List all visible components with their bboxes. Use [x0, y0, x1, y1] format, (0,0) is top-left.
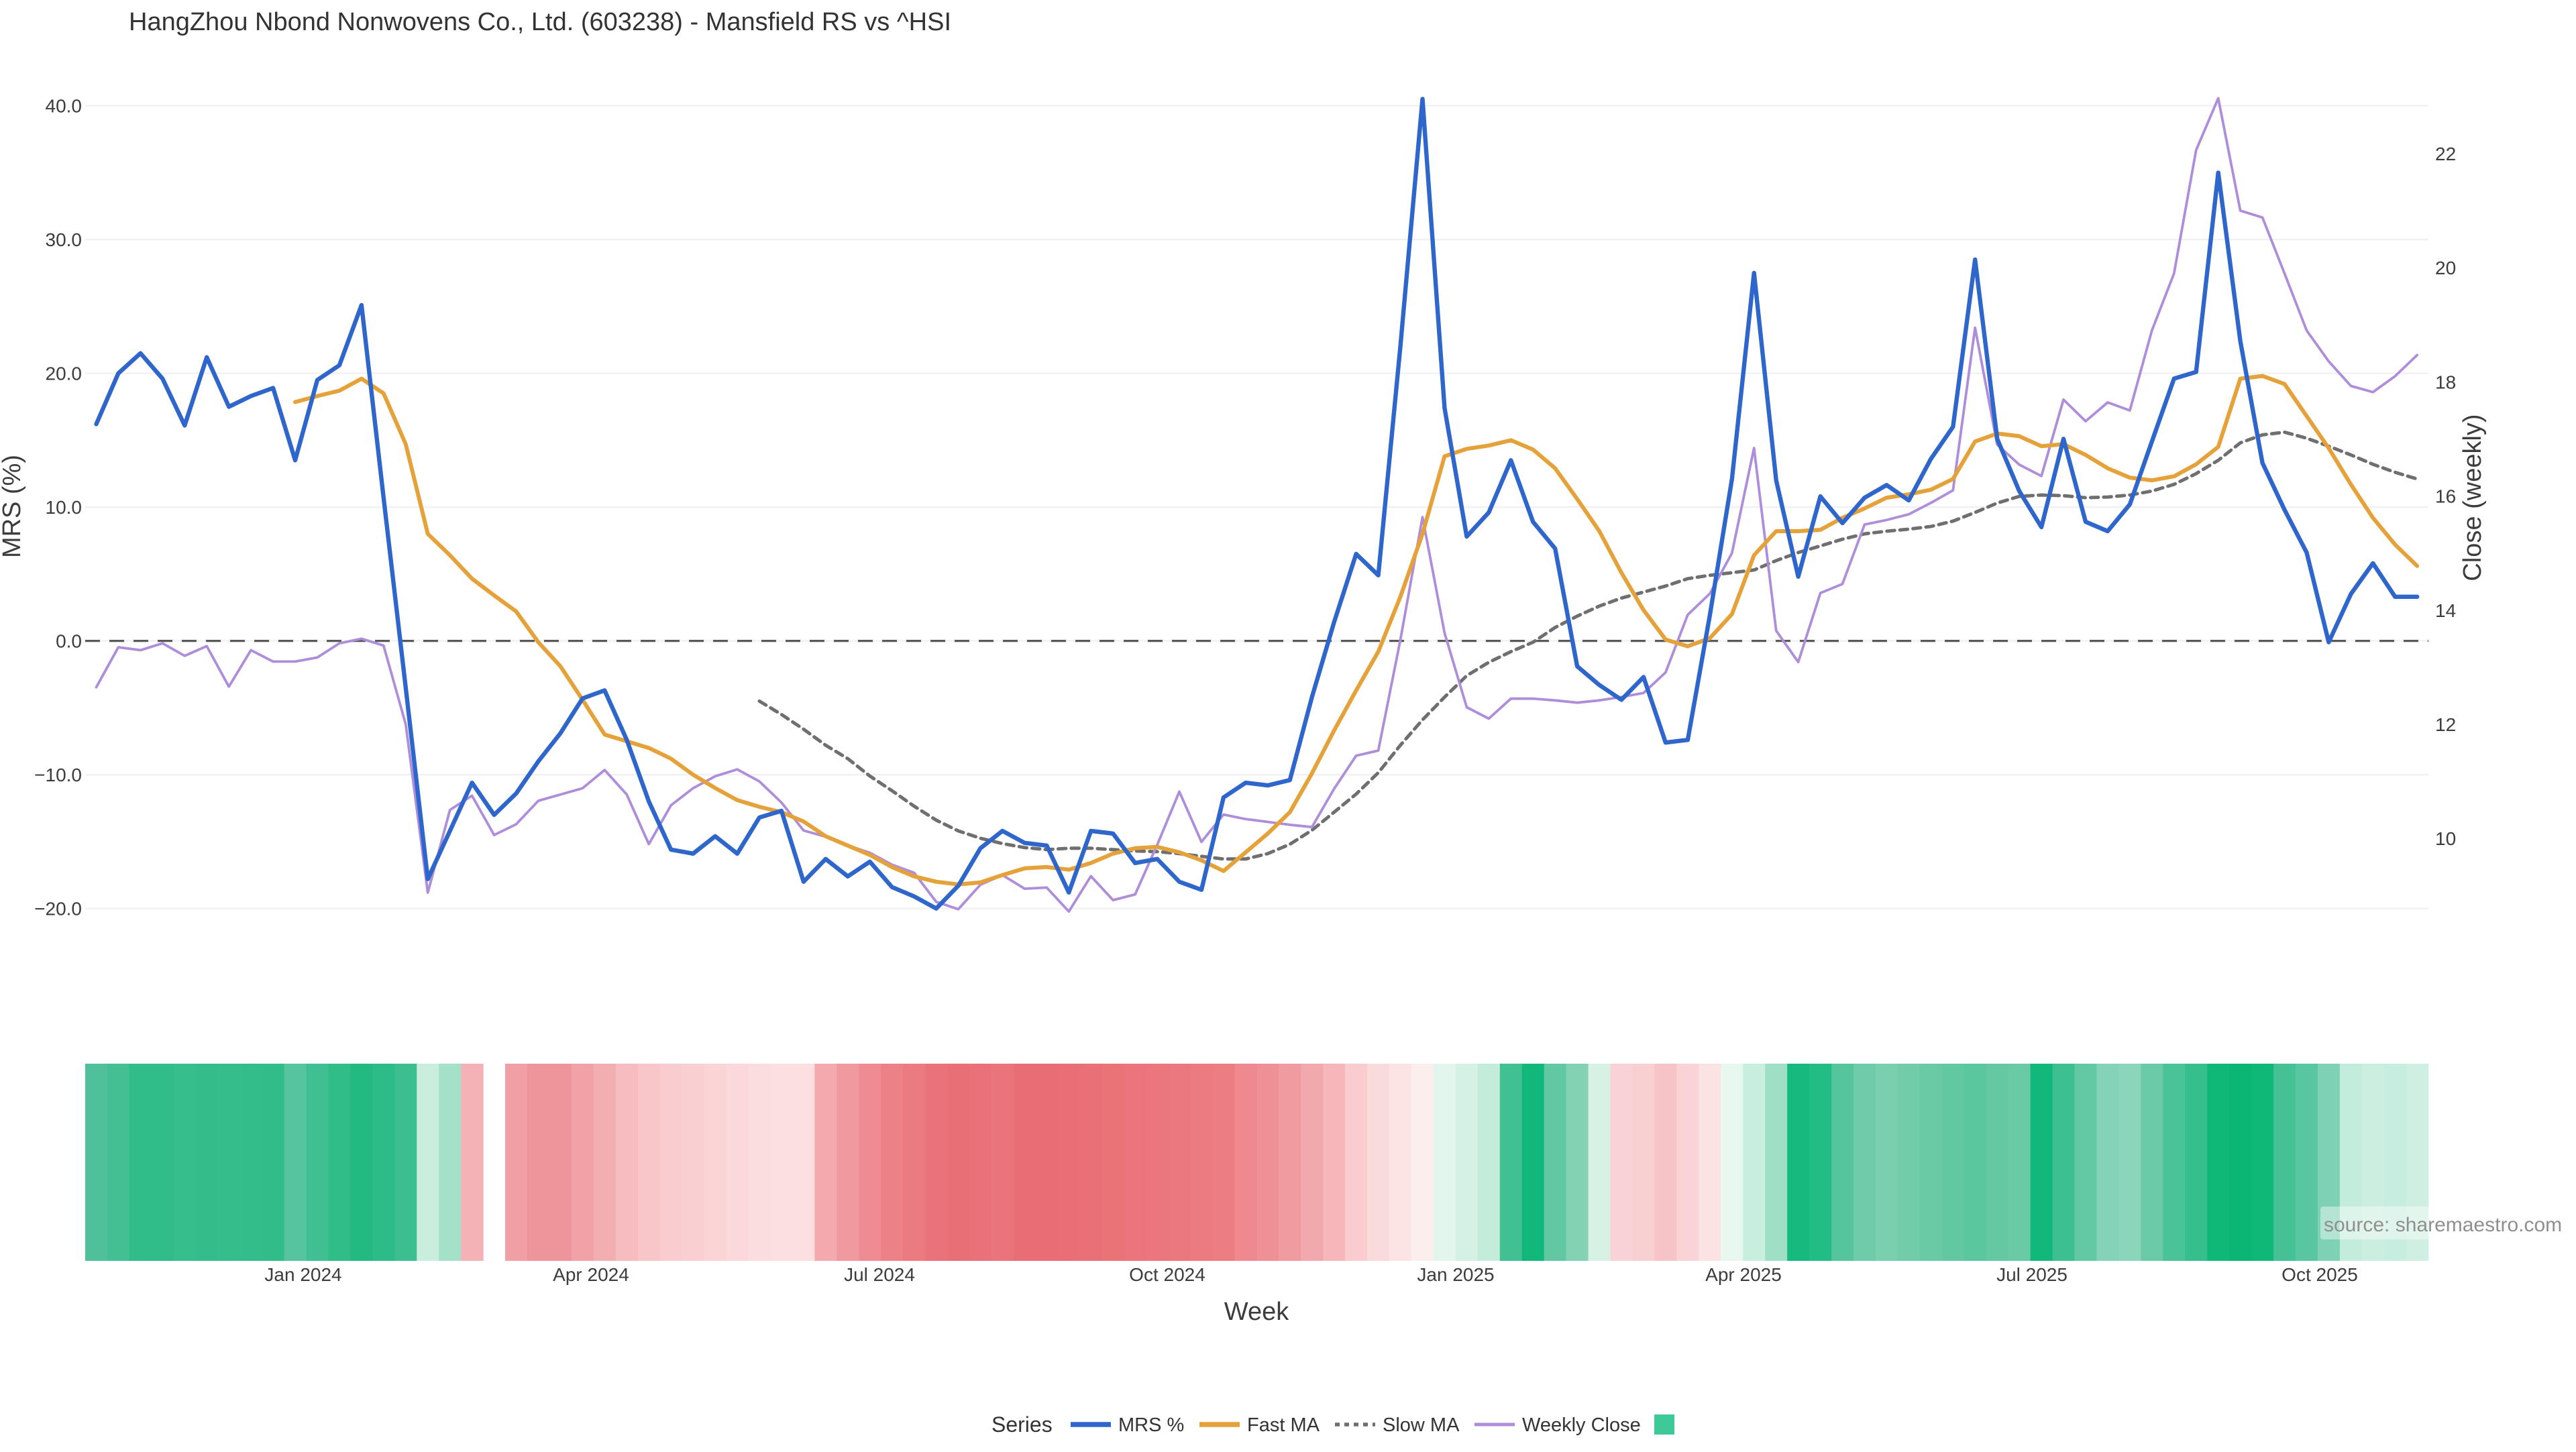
- svg-text:Jul 2025: Jul 2025: [1996, 1264, 2068, 1285]
- svg-text:0.0: 0.0: [56, 631, 82, 652]
- svg-text:30.0: 30.0: [46, 229, 83, 250]
- svg-text:Jan 2024: Jan 2024: [264, 1264, 341, 1285]
- svg-text:Jan 2025: Jan 2025: [1417, 1264, 1494, 1285]
- svg-text:20.0: 20.0: [46, 364, 83, 384]
- svg-text:source: sharemaestro.com: source: sharemaestro.com: [2324, 1214, 2562, 1236]
- svg-text:12: 12: [2435, 714, 2456, 735]
- svg-text:MRS (%): MRS (%): [0, 455, 26, 558]
- svg-text:40.0: 40.0: [46, 96, 83, 117]
- svg-text:10.0: 10.0: [46, 497, 83, 518]
- svg-text:10: 10: [2435, 828, 2456, 849]
- svg-text:Slow MA: Slow MA: [1383, 1414, 1460, 1436]
- svg-text:Week: Week: [1224, 1298, 1289, 1326]
- svg-text:14: 14: [2435, 600, 2456, 621]
- svg-text:Oct 2025: Oct 2025: [2282, 1264, 2358, 1285]
- svg-text:Jul 2024: Jul 2024: [844, 1264, 915, 1285]
- svg-text:Series: Series: [991, 1412, 1053, 1437]
- svg-text:Close (weekly): Close (weekly): [2459, 414, 2487, 581]
- svg-text:Apr 2024: Apr 2024: [553, 1264, 629, 1285]
- svg-text:Fast MA: Fast MA: [1247, 1414, 1320, 1436]
- svg-text:Oct 2024: Oct 2024: [1129, 1264, 1205, 1285]
- svg-text:18: 18: [2435, 372, 2456, 392]
- svg-text:−20.0: −20.0: [34, 899, 82, 919]
- svg-text:22: 22: [2435, 144, 2456, 164]
- svg-text:20: 20: [2435, 258, 2456, 278]
- svg-text:16: 16: [2435, 486, 2456, 507]
- svg-text:Apr 2025: Apr 2025: [1705, 1264, 1782, 1285]
- svg-text:MRS %: MRS %: [1118, 1414, 1184, 1436]
- svg-text:−10.0: −10.0: [34, 765, 82, 785]
- svg-text:HangZhou Nbond Nonwovens Co.,: HangZhou Nbond Nonwovens Co., Ltd. (6032…: [129, 8, 951, 36]
- svg-text:Weekly Close: Weekly Close: [1522, 1414, 1641, 1436]
